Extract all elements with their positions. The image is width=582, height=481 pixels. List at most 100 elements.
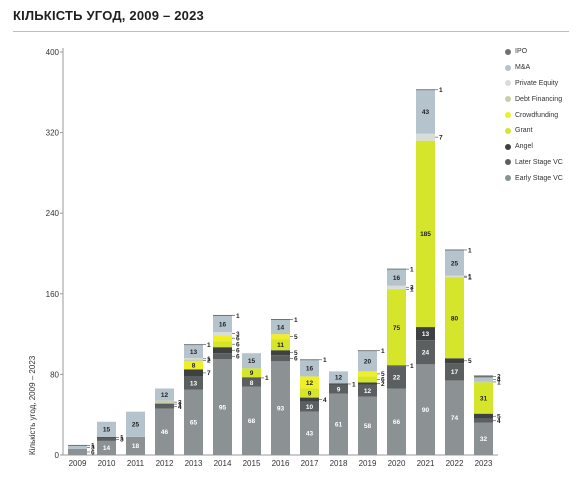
data-label: 12	[335, 375, 343, 382]
data-label: 1	[352, 381, 356, 388]
data-label: 6	[381, 377, 385, 384]
data-label: 1	[410, 287, 414, 294]
bar-segment	[155, 400, 174, 404]
bar-segment	[387, 289, 406, 366]
chart-legend: IPO M&A Private Equity Debt Financing Crowdf…	[505, 44, 580, 186]
bar-segment	[358, 382, 377, 385]
bar-segment	[474, 422, 493, 455]
data-label: 1	[323, 357, 327, 364]
bar-segment	[387, 269, 406, 286]
bar-segment	[387, 365, 406, 367]
data-label: 9	[337, 386, 341, 393]
data-label: 18	[132, 443, 140, 450]
bar-segment	[358, 396, 377, 455]
bar-segment	[68, 444, 87, 446]
data-label: 1	[207, 342, 211, 349]
legend-label: Angel	[515, 143, 533, 151]
bar-segment	[329, 383, 348, 385]
y-tick-label: 80	[50, 370, 59, 379]
data-label: 6	[294, 356, 298, 363]
data-label: 20	[364, 359, 372, 366]
data-label: 1	[439, 87, 443, 94]
bar-segment	[184, 376, 203, 390]
x-tick-label: 2022	[446, 459, 464, 468]
bar-segment	[184, 389, 203, 455]
x-tick-label: 2012	[156, 459, 174, 468]
legend-label: M&A	[515, 64, 531, 72]
bar-segment	[184, 345, 203, 359]
data-label: 13	[190, 380, 198, 387]
bar-segment	[387, 268, 406, 270]
bar-segment	[271, 361, 290, 455]
bar-segment	[445, 380, 464, 455]
bar-segment	[416, 340, 435, 365]
data-label: 7	[439, 134, 443, 141]
data-label: 6	[236, 348, 240, 355]
bar-segment	[155, 403, 174, 405]
legend-swatch	[505, 48, 511, 55]
data-label: 74	[451, 415, 459, 422]
data-label: 1	[468, 247, 472, 254]
bar-segment	[358, 350, 377, 352]
data-label: 3	[236, 331, 240, 338]
legend-item: Crowdfunding	[505, 107, 580, 123]
data-label: 93	[277, 405, 285, 412]
data-label: 16	[306, 366, 314, 373]
data-label: 1	[294, 317, 298, 324]
legend-label: Later Stage VC	[515, 158, 563, 166]
data-label: 31	[480, 395, 488, 402]
data-label: 68	[248, 418, 256, 425]
bar-segment	[445, 358, 464, 364]
data-label: 46	[161, 429, 169, 436]
bar-segment	[416, 89, 435, 91]
bar-segment	[474, 377, 493, 382]
bar-segment	[416, 364, 435, 455]
legend-swatch	[505, 159, 511, 166]
data-label: 5	[497, 414, 501, 421]
bar-segment	[387, 288, 406, 290]
bar-segment	[445, 250, 464, 276]
legend-label: Debt Financing	[515, 95, 563, 103]
data-label: 16	[219, 321, 227, 328]
title-divider	[13, 31, 569, 32]
data-label: 3	[120, 437, 124, 444]
data-label: 61	[335, 422, 343, 429]
x-tick-label: 2013	[185, 459, 203, 468]
bar-segment	[474, 382, 493, 414]
legend-swatch	[505, 127, 511, 134]
x-tick-label: 2018	[330, 459, 348, 468]
data-label: 5	[294, 334, 298, 341]
bar-segment	[387, 285, 406, 289]
legend-label: Grant	[515, 127, 533, 135]
data-label: 8	[250, 380, 254, 387]
bar-segment	[300, 376, 319, 389]
data-label: 25	[451, 260, 459, 267]
data-label: 1	[381, 348, 385, 355]
data-label: 25	[132, 422, 140, 429]
bar-segment	[329, 384, 348, 394]
y-tick-label: 0	[55, 451, 60, 460]
data-label: 11	[277, 342, 284, 349]
bar-segment	[445, 363, 464, 381]
data-label: 5	[294, 350, 298, 357]
data-label: 1	[120, 435, 124, 442]
y-tick-label: 320	[46, 129, 60, 138]
data-label: 13	[422, 331, 430, 338]
bar-segment	[416, 140, 435, 328]
data-label: 1	[410, 363, 414, 370]
bar-segment	[242, 368, 261, 378]
legend-item: Debt Financing	[505, 91, 580, 107]
x-tick-label: 2023	[475, 459, 493, 468]
bar-segment	[300, 401, 319, 412]
bar-segment	[213, 315, 232, 333]
data-label: 12	[161, 392, 169, 399]
bar-segment	[242, 386, 261, 455]
data-label: 7	[207, 370, 211, 377]
bar-segment	[474, 413, 493, 419]
bar-segment	[213, 353, 232, 360]
bar-segment	[213, 347, 232, 354]
bar-segment	[155, 388, 174, 401]
data-label: 1	[91, 443, 95, 450]
y-tick-label: 160	[46, 290, 60, 299]
